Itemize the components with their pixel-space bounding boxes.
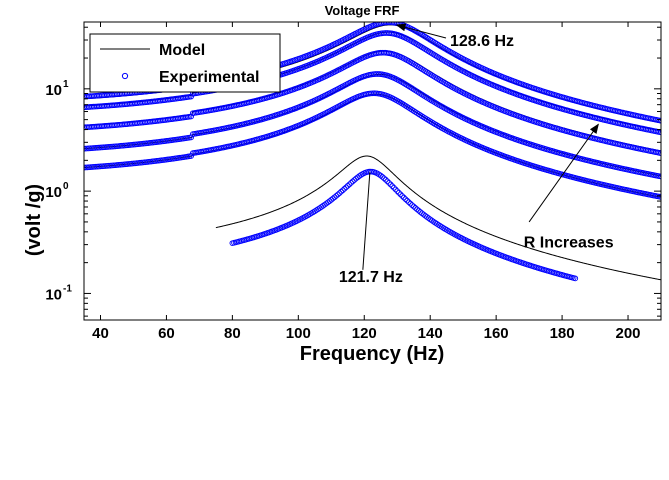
- experimental-point: [407, 200, 414, 207]
- legend-experimental-label: Experimental: [159, 69, 259, 86]
- annotation-leader-line: [362, 172, 371, 270]
- experimental-point: [412, 205, 419, 211]
- experimental-point: [379, 174, 386, 180]
- annotation-label-low-peak: 121.7 Hz: [339, 269, 403, 286]
- experimental-point: [346, 181, 353, 188]
- experimental-point: [402, 196, 409, 202]
- experimental-point: [343, 184, 349, 191]
- legend-model-label: Model: [159, 42, 205, 59]
- experimental-point: [335, 191, 341, 198]
- experimental-point: [410, 203, 417, 210]
- annotation-layer: 128.6 Hz 121.7 Hz R Increases: [339, 23, 614, 286]
- experimental-point: [399, 193, 406, 199]
- experimental-point: [400, 194, 407, 201]
- x-tick-label: 160: [484, 325, 509, 342]
- x-tick-label: 180: [550, 325, 575, 342]
- experimental-point: [394, 188, 401, 194]
- experimental-series-2: [84, 90, 661, 200]
- experimental-point: [392, 186, 399, 193]
- legend: Model Experimental: [89, 33, 281, 93]
- experimental-series-3: [84, 71, 661, 180]
- experimental-point: [409, 202, 415, 208]
- experimental-point: [188, 134, 195, 141]
- y-tick-label: 10: [45, 82, 62, 99]
- experimental-point: [339, 187, 346, 194]
- experimental-point: [188, 113, 195, 120]
- experimental-series-1: [229, 168, 579, 282]
- y-tick-label: 10: [45, 184, 62, 201]
- experimental-point: [331, 194, 338, 201]
- experimental-point: [341, 185, 348, 192]
- experimental-point: [188, 93, 195, 100]
- y-tick-exponent: 1: [63, 79, 69, 90]
- legend-experimental-marker: [121, 72, 129, 80]
- experimental-point: [382, 176, 389, 183]
- model-series-line-1: [215, 155, 661, 281]
- experimental-point: [389, 183, 396, 189]
- annotation-label-peak: 128.6 Hz: [450, 33, 514, 50]
- experimental-point: [381, 175, 387, 182]
- y-axis-label: (volt /g): [23, 184, 45, 256]
- x-axis-label: Frequency (Hz): [300, 343, 444, 365]
- experimental-point: [404, 197, 410, 204]
- y-tick-exponent: -1: [63, 283, 72, 294]
- annotation-label-trend: R Increases: [524, 235, 614, 252]
- plot-frame: [83, 21, 662, 321]
- y-tick-exponent: 0: [63, 181, 69, 192]
- x-tick-label: 100: [286, 325, 311, 342]
- experimental-point: [338, 188, 345, 195]
- experimental-point: [386, 179, 392, 186]
- experimental-point: [348, 180, 354, 186]
- experimental-point: [396, 189, 402, 196]
- chart-title: Voltage FRF: [325, 3, 400, 18]
- experimental-point: [397, 191, 404, 198]
- legend-box: [89, 33, 281, 93]
- experimental-point: [188, 153, 195, 159]
- experimental-point: [336, 190, 343, 196]
- y-tick-label: 10: [45, 286, 62, 303]
- x-tick-label: 40: [92, 325, 109, 342]
- experimental-point: [405, 199, 412, 206]
- experimental-point: [349, 178, 356, 185]
- x-tick-label: 80: [224, 325, 241, 342]
- experimental-point: [572, 275, 579, 282]
- experimental-point: [387, 181, 394, 188]
- x-tick-label: 140: [418, 325, 443, 342]
- x-tick-label: 200: [616, 325, 641, 342]
- experimental-series-4: [84, 49, 661, 157]
- experimental-point: [384, 178, 391, 185]
- experimental-point: [333, 193, 340, 199]
- x-tick-label: 60: [158, 325, 175, 342]
- annotation-arrow-peak: [395, 23, 447, 39]
- annotation-arrow-trend: [528, 123, 599, 223]
- experimental-point: [391, 184, 397, 191]
- experimental-point: [344, 182, 351, 189]
- x-tick-label: 120: [352, 325, 377, 342]
